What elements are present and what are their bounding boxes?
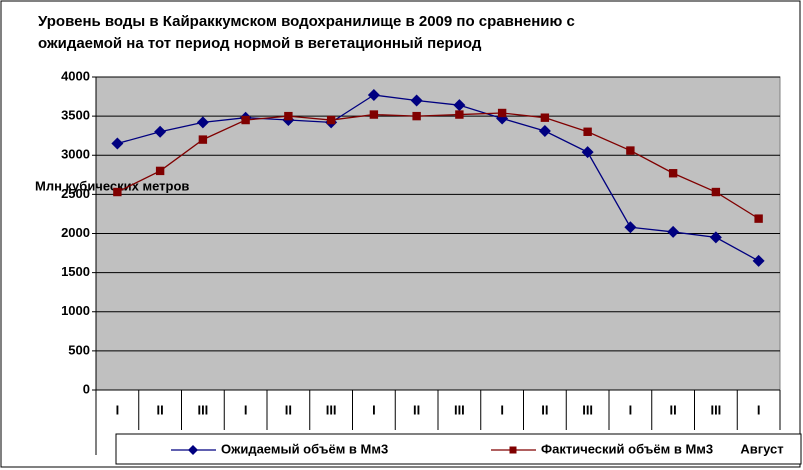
legend-label: Фактический объём в Мм3	[541, 441, 713, 456]
x-tick-label: I	[372, 402, 376, 417]
y-axis-label: Млн кубических метров	[35, 178, 189, 193]
x-tick-label: II	[541, 402, 548, 417]
y-tick-label: 4000	[61, 68, 90, 83]
x-tick-label: II	[670, 402, 677, 417]
data-point	[241, 115, 250, 125]
legend-swatch-marker	[188, 445, 198, 455]
data-point	[367, 88, 380, 101]
data-point	[538, 124, 551, 137]
data-point	[455, 110, 464, 119]
x-tick-label: III	[454, 402, 465, 417]
y-tick-label: 1000	[61, 303, 90, 318]
data-point	[198, 135, 208, 144]
legend	[115, 433, 802, 465]
data-point	[326, 115, 336, 125]
data-point	[113, 187, 122, 197]
data-point	[581, 146, 594, 159]
y-tick-label: 500	[68, 342, 90, 357]
x-tick-label: II	[157, 402, 164, 417]
data-point	[752, 254, 765, 267]
y-tick-label: 3000	[61, 147, 90, 162]
x-tick-label: II	[285, 402, 292, 417]
y-tick-label: 2000	[61, 225, 90, 240]
x-tick-label: III	[197, 402, 208, 417]
x-tick-label: III	[326, 402, 337, 417]
data-point	[369, 110, 379, 119]
data-point	[754, 214, 763, 223]
data-point	[155, 166, 165, 176]
data-point	[196, 116, 209, 129]
x-tick-label: I	[500, 402, 504, 417]
data-point	[711, 187, 721, 197]
chart-title-line: ожидаемой на тот период нормой в вегетац…	[38, 35, 482, 52]
chart-title-line: Уровень воды в Кайраккумском водохранили…	[38, 13, 575, 30]
x-tick-label: III	[582, 402, 593, 417]
legend-swatch-marker	[509, 446, 517, 454]
series-line	[117, 94, 759, 262]
data-point	[626, 146, 635, 155]
series-line	[117, 112, 759, 220]
y-tick-label: 2500	[61, 186, 90, 201]
data-point	[412, 111, 421, 121]
data-point	[453, 99, 466, 112]
y-tick-label: 1500	[61, 264, 90, 279]
x-tick-label: III	[710, 402, 721, 417]
data-point	[284, 111, 293, 121]
x-tick-label: I	[629, 402, 633, 417]
y-tick-label: 3500	[61, 108, 90, 123]
data-point	[709, 231, 722, 244]
data-point	[624, 221, 637, 234]
data-point	[497, 108, 507, 118]
data-point	[667, 225, 680, 238]
legend-label: Ожидаемый объём в Мм3	[221, 441, 388, 456]
data-point	[410, 94, 423, 107]
data-point	[154, 125, 167, 138]
group-label: Август	[740, 441, 783, 456]
data-point	[540, 113, 550, 122]
x-tick-label: I	[757, 402, 761, 417]
x-tick-label: II	[413, 402, 420, 417]
x-tick-label: I	[244, 402, 248, 417]
data-point	[583, 127, 592, 136]
data-point	[111, 137, 124, 150]
x-tick-label: I	[116, 402, 120, 417]
data-point	[668, 169, 678, 178]
y-tick-label: 0	[83, 381, 90, 396]
